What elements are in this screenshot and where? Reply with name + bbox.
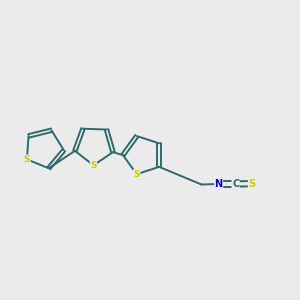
Text: S: S [24, 155, 30, 164]
Text: S: S [90, 161, 97, 170]
Text: C: C [232, 179, 239, 189]
Text: S: S [248, 179, 255, 189]
Text: N: N [214, 179, 223, 189]
Text: S: S [134, 169, 140, 178]
